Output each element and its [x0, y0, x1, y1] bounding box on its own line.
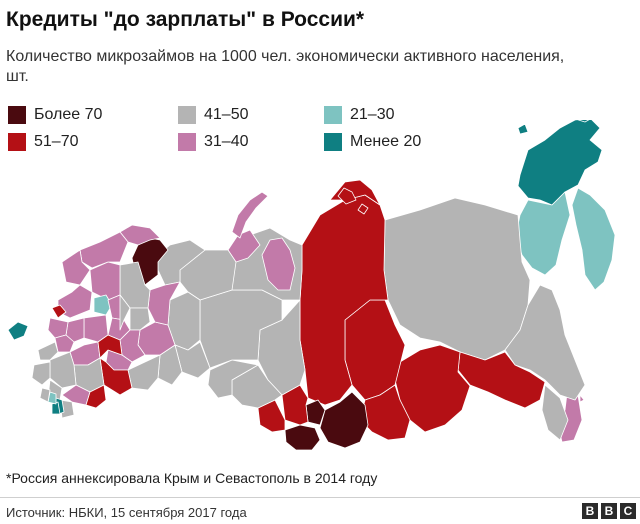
region-yamal-north — [261, 237, 296, 291]
region-amur — [457, 351, 546, 409]
footnote: *Россия аннексировала Крым и Севастополь… — [6, 470, 378, 486]
region-omsk — [207, 359, 259, 399]
bbc-logo-b2: B — [601, 503, 617, 519]
region-altai-republic — [284, 424, 321, 451]
bbc-logo: B B C — [582, 503, 636, 519]
legend-label-under-20: Менее 20 — [350, 133, 422, 150]
chart-subtitle: Количество микрозаймов на 1000 чел. экон… — [6, 48, 565, 85]
footer-divider — [0, 497, 640, 498]
region-perm — [147, 281, 181, 326]
legend-swatch-41-50 — [178, 106, 196, 124]
region-tver — [89, 261, 121, 301]
region-astrakhan — [85, 384, 107, 409]
region-tyva — [319, 391, 369, 449]
region-novosibirsk — [231, 364, 283, 409]
region-crimea — [7, 321, 29, 341]
bbc-logo-c: C — [620, 503, 636, 519]
source-note: Источник: НБКИ, 15 сентября 2017 года — [6, 505, 247, 520]
region-kemerovo — [281, 384, 309, 426]
legend-swatch-under-20 — [324, 133, 342, 151]
region-nizhny-novgorod — [119, 294, 131, 331]
legend-swatch-over-70 — [8, 106, 26, 124]
region-island-2 — [357, 203, 369, 215]
region-primorye — [541, 384, 569, 441]
region-moscow — [93, 294, 113, 316]
region-tomsk — [257, 299, 306, 396]
region-pskov — [61, 249, 91, 286]
legend-label-41-50: 41–50 — [204, 106, 249, 123]
legend-swatch-31-40 — [178, 133, 196, 151]
region-kirov — [129, 307, 151, 331]
region-novaya-zemlya — [231, 191, 269, 239]
region-leningrad — [79, 231, 129, 269]
legend-item-41-50: 41–50 — [178, 106, 249, 124]
region-murmansk — [119, 224, 161, 246]
region-kalmykia — [61, 384, 91, 406]
legend-item-51-70: 51–70 — [8, 133, 79, 151]
legend-item-31-40: 31–40 — [178, 133, 249, 151]
region-kaliningrad — [51, 304, 67, 319]
region-saratov — [99, 357, 133, 396]
region-north-islands — [337, 187, 357, 205]
region-kamchatka — [571, 187, 616, 291]
legend-swatch-51-70 — [8, 133, 26, 151]
legend-label-over-70: Более 70 — [34, 106, 103, 123]
region-komi — [179, 249, 237, 301]
region-chukotka — [517, 120, 603, 206]
region-wrangel-island — [517, 123, 529, 135]
legend: Более 70 41–50 21–30 51–70 31–40 Менее 2… — [8, 106, 478, 152]
legend-label-31-40: 31–40 — [204, 133, 249, 150]
chart-title: Кредиты "до зарплаты" в России* — [6, 8, 365, 31]
region-magadan — [515, 191, 571, 276]
legend-item-21-30: 21–30 — [324, 106, 395, 124]
russia-regions-map — [7, 120, 616, 451]
map-regions — [7, 120, 616, 451]
legend-swatch-21-30 — [324, 106, 342, 124]
region-kuril — [579, 394, 585, 403]
legend-label-21-30: 21–30 — [350, 106, 395, 123]
region-belgorod — [37, 341, 59, 361]
legend-item-over-70: Более 70 — [8, 106, 102, 124]
region-yakutia — [383, 197, 531, 361]
bbc-logo-b1: B — [582, 503, 598, 519]
legend-label-51-70: 51–70 — [34, 133, 79, 150]
legend-item-under-20: Менее 20 — [324, 133, 421, 151]
region-karachay — [39, 387, 51, 403]
region-khabarovsk — [504, 284, 586, 401]
region-chukotka-tip — [577, 120, 590, 123]
region-krasnodar — [31, 361, 51, 386]
region-arkhangelsk — [157, 239, 206, 286]
